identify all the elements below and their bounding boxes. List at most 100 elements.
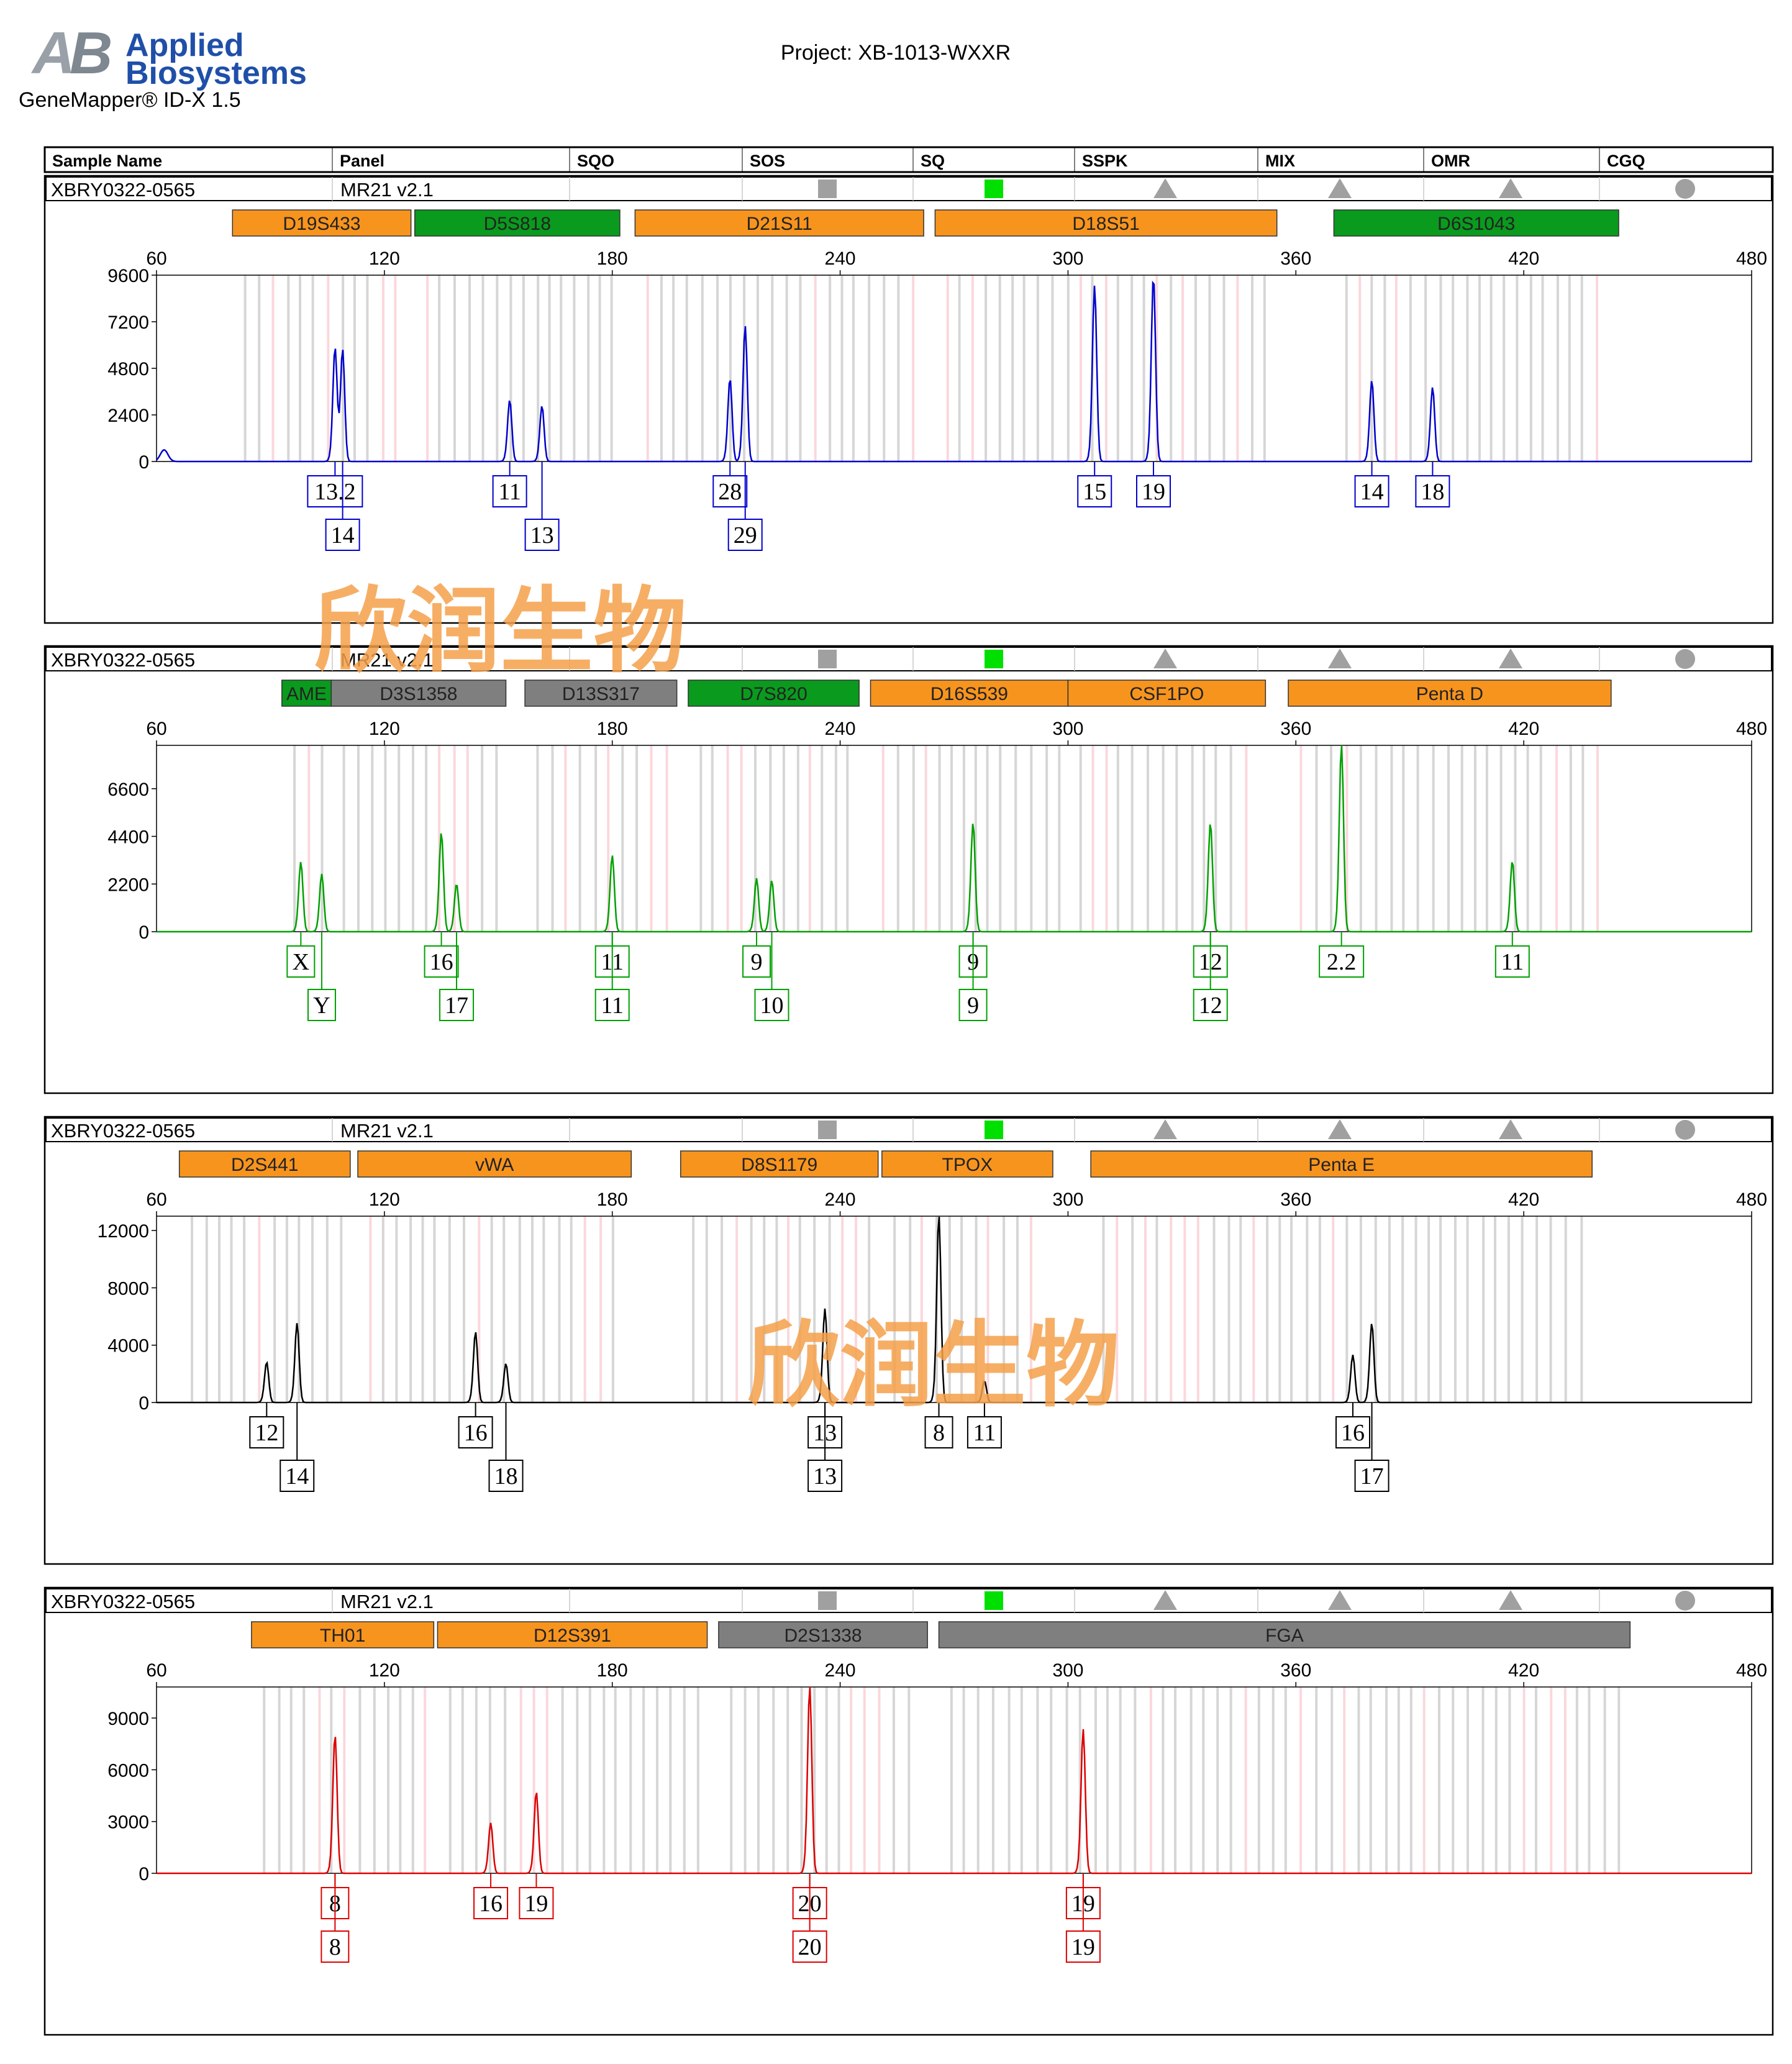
- allele-call[interactable]: 17: [1354, 1403, 1389, 1492]
- x-tick-label: 120: [369, 248, 400, 269]
- y-tick-label: 9600: [107, 266, 149, 286]
- column-header-cgq[interactable]: CGQ: [1607, 152, 1645, 170]
- allele-call[interactable]: 13: [807, 1403, 843, 1492]
- allele-call[interactable]: 12: [1193, 932, 1228, 1021]
- gray-triangle-icon[interactable]: [1153, 1119, 1177, 1139]
- allele-call[interactable]: 19: [519, 1873, 554, 1919]
- locus-marker-d18s51[interactable]: D18S51: [934, 209, 1278, 237]
- locus-marker-d19s433[interactable]: D19S433: [232, 209, 412, 237]
- svg-text:8: 8: [329, 1934, 341, 1960]
- gray-circle-icon[interactable]: [1675, 179, 1695, 199]
- locus-marker-th01[interactable]: TH01: [251, 1621, 435, 1648]
- locus-marker-d7s820[interactable]: D7S820: [688, 680, 860, 707]
- green-square-icon[interactable]: [985, 650, 1003, 668]
- locus-marker-tpox[interactable]: TPOX: [881, 1150, 1053, 1178]
- green-square-icon[interactable]: [985, 1121, 1003, 1139]
- gray-circle-icon[interactable]: [1675, 1120, 1695, 1140]
- allele-call[interactable]: 2.2: [1319, 932, 1365, 978]
- allele-call[interactable]: 18: [1415, 461, 1450, 507]
- allele-call[interactable]: 12: [249, 1403, 284, 1448]
- gray-circle-icon[interactable]: [1675, 649, 1695, 669]
- sample-name[interactable]: XBRY0322-0565: [51, 649, 195, 671]
- locus-marker-d21s11[interactable]: D21S11: [634, 209, 924, 237]
- allele-call[interactable]: 29: [727, 461, 763, 551]
- gray-triangle-icon[interactable]: [1499, 1119, 1522, 1139]
- locus-marker-penta-d[interactable]: Penta D: [1288, 680, 1612, 707]
- allele-call[interactable]: 28: [712, 461, 748, 507]
- allele-call[interactable]: 8: [321, 1873, 350, 1963]
- locus-marker-d2s441[interactable]: D2S441: [178, 1150, 351, 1178]
- gray-square-icon[interactable]: [818, 1121, 837, 1139]
- locus-marker-vwa[interactable]: vWA: [357, 1150, 632, 1178]
- allele-call[interactable]: X: [286, 932, 316, 978]
- sample-name[interactable]: XBRY0322-0565: [51, 1120, 195, 1142]
- gray-triangle-icon[interactable]: [1328, 1119, 1352, 1139]
- gray-triangle-icon[interactable]: [1499, 1590, 1522, 1610]
- column-header-omr[interactable]: OMR: [1431, 152, 1470, 170]
- allele-call[interactable]: 19: [1065, 1873, 1101, 1963]
- locus-marker-ame[interactable]: AME: [281, 680, 332, 707]
- locus-marker-d16s539[interactable]: D16S539: [870, 680, 1069, 707]
- allele-call[interactable]: 14: [325, 461, 360, 551]
- locus-marker-d5s818[interactable]: D5S818: [414, 209, 621, 237]
- locus-marker-d8s1179[interactable]: D8S1179: [680, 1150, 879, 1178]
- y-tick-label: 6600: [107, 780, 149, 800]
- column-header-sqo[interactable]: SQO: [577, 152, 614, 170]
- svg-text:AME: AME: [286, 684, 327, 704]
- column-header-sample-name[interactable]: Sample Name: [52, 152, 162, 170]
- locus-marker-penta-e[interactable]: Penta E: [1090, 1150, 1593, 1178]
- allele-call[interactable]: 9: [742, 932, 771, 978]
- allele-call[interactable]: 16: [424, 932, 459, 978]
- allele-call[interactable]: 16: [1335, 1403, 1370, 1448]
- allele-call[interactable]: 16: [473, 1873, 509, 1919]
- gray-triangle-icon[interactable]: [1153, 1590, 1177, 1610]
- electropherogram-panel-red: XBRY0322-0565 MR21 v2.1 TH01 D12S391 D2S1338…: [43, 1586, 1774, 2036]
- column-header-panel[interactable]: Panel: [340, 152, 384, 170]
- allele-call[interactable]: 10: [754, 932, 789, 1021]
- gray-triangle-icon[interactable]: [1499, 648, 1522, 668]
- gray-square-icon[interactable]: [818, 180, 837, 198]
- allele-call[interactable]: 11: [1494, 932, 1530, 978]
- allele-call[interactable]: Y: [307, 932, 336, 1021]
- allele-call[interactable]: 20: [792, 1873, 827, 1963]
- allele-call[interactable]: 9: [958, 932, 988, 1021]
- locus-marker-fga[interactable]: FGA: [938, 1621, 1631, 1648]
- gray-circle-icon[interactable]: [1675, 1591, 1695, 1611]
- gray-triangle-icon[interactable]: [1499, 178, 1522, 198]
- sample-name[interactable]: XBRY0322-0565: [51, 179, 195, 201]
- locus-marker-d12s391[interactable]: D12S391: [437, 1621, 708, 1648]
- allele-call[interactable]: 13.2: [307, 461, 363, 507]
- green-square-icon[interactable]: [985, 1591, 1003, 1610]
- gray-square-icon[interactable]: [818, 650, 837, 668]
- allele-call[interactable]: 11: [492, 461, 527, 507]
- column-header-mix[interactable]: MIX: [1265, 152, 1295, 170]
- green-square-icon[interactable]: [985, 180, 1003, 198]
- gray-triangle-icon[interactable]: [1328, 1590, 1352, 1610]
- allele-call[interactable]: 13: [524, 461, 560, 551]
- allele-call[interactable]: 11: [594, 932, 630, 1021]
- allele-call[interactable]: 17: [439, 932, 475, 1021]
- locus-marker-d13s317[interactable]: D13S317: [524, 680, 678, 707]
- allele-call[interactable]: 16: [458, 1403, 493, 1448]
- allele-call[interactable]: 15: [1077, 461, 1112, 507]
- locus-marker-d3s1358[interactable]: D3S1358: [330, 680, 507, 707]
- column-header-sos[interactable]: SOS: [750, 152, 785, 170]
- column-header-sspk[interactable]: SSPK: [1082, 152, 1128, 170]
- allele-call[interactable]: 8: [924, 1403, 953, 1448]
- allele-call[interactable]: 11: [966, 1403, 1002, 1448]
- allele-call[interactable]: 18: [488, 1403, 524, 1492]
- locus-marker-d2s1338[interactable]: D2S1338: [718, 1621, 928, 1648]
- column-header-sq[interactable]: SQ: [921, 152, 945, 170]
- gray-triangle-icon[interactable]: [1328, 178, 1352, 198]
- gray-triangle-icon[interactable]: [1328, 648, 1352, 668]
- x-tick-label: 300: [1052, 248, 1083, 269]
- locus-marker-csf1po[interactable]: CSF1PO: [1067, 680, 1267, 707]
- sample-name[interactable]: XBRY0322-0565: [51, 1591, 195, 1612]
- gray-triangle-icon[interactable]: [1153, 648, 1177, 668]
- allele-call[interactable]: 14: [280, 1403, 315, 1492]
- gray-triangle-icon[interactable]: [1153, 178, 1177, 198]
- allele-call[interactable]: 19: [1136, 461, 1171, 507]
- gray-square-icon[interactable]: [818, 1591, 837, 1610]
- locus-marker-d6s1043[interactable]: D6S1043: [1333, 209, 1619, 237]
- allele-call[interactable]: 14: [1354, 461, 1389, 507]
